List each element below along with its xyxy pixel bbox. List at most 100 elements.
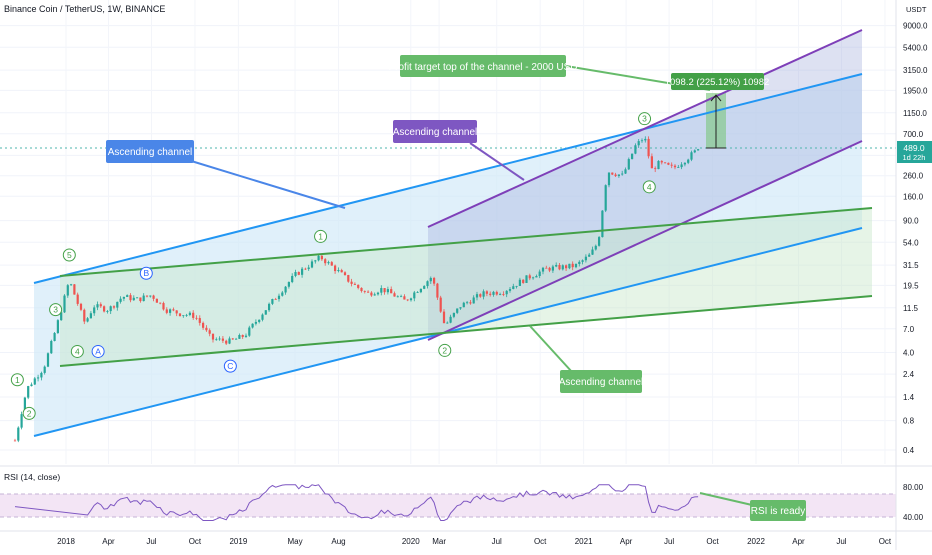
price-tick-label: 260.0 bbox=[903, 172, 924, 181]
candle-body bbox=[558, 264, 561, 270]
candle-body bbox=[475, 294, 479, 298]
candle-body bbox=[264, 310, 267, 315]
candle-body bbox=[525, 275, 528, 283]
measure-arrow-head bbox=[710, 94, 722, 102]
wave-label-text: A bbox=[95, 346, 101, 356]
candle-body bbox=[644, 138, 647, 141]
candle-body bbox=[238, 335, 241, 339]
candle-body bbox=[555, 264, 558, 267]
candle-body bbox=[687, 159, 690, 163]
candle-body bbox=[693, 150, 696, 153]
candle-body bbox=[597, 237, 601, 246]
wave-label-text: 4 bbox=[647, 182, 652, 192]
candle-body bbox=[512, 286, 515, 290]
wave-label-circle bbox=[22, 406, 36, 420]
green-channel-fill bbox=[60, 208, 872, 366]
candle-body bbox=[498, 294, 502, 295]
candle-body bbox=[96, 304, 99, 308]
candle-body bbox=[531, 277, 535, 279]
candle-body bbox=[442, 311, 446, 324]
time-axis[interactable]: 2018 Apr Jul Oct 2019 May Aug 2020 Mar Jul Oct 2021… bbox=[57, 537, 892, 546]
wave-label-text: 3 bbox=[53, 305, 58, 315]
candle-body bbox=[208, 330, 211, 334]
candle-body bbox=[314, 260, 317, 262]
candle-body bbox=[106, 311, 109, 312]
candle-body bbox=[284, 286, 287, 293]
candle-body bbox=[142, 295, 145, 302]
wave-label-text: 2 bbox=[442, 345, 447, 355]
candle-body bbox=[363, 291, 366, 292]
candle-body bbox=[409, 298, 413, 301]
measure-label-box bbox=[671, 73, 764, 90]
candle-body bbox=[353, 283, 356, 285]
time-tick-label: 2021 bbox=[575, 537, 593, 546]
candle-body bbox=[538, 271, 541, 276]
candle-body bbox=[182, 315, 185, 317]
wave-label-circle bbox=[49, 303, 63, 317]
candle-body bbox=[373, 294, 376, 296]
time-tick-label: Apr bbox=[792, 537, 805, 546]
candle-body bbox=[350, 281, 353, 284]
candle-body bbox=[23, 397, 26, 415]
price-tick-label: 0.8 bbox=[903, 417, 915, 426]
blue-callout-pointer bbox=[187, 159, 346, 209]
time-tick-label: Oct bbox=[879, 537, 892, 546]
candle-body bbox=[320, 255, 323, 260]
green-callout-pointer bbox=[529, 325, 573, 373]
candle-body bbox=[541, 267, 545, 272]
purple-channel-lower bbox=[427, 140, 863, 341]
candle-body bbox=[564, 265, 568, 269]
candle-body bbox=[36, 377, 40, 379]
candle-body bbox=[429, 277, 432, 282]
candle-body bbox=[145, 295, 149, 297]
candle-body bbox=[627, 159, 630, 170]
current-price-text: 489.0 bbox=[903, 143, 925, 153]
blue-callout-box bbox=[106, 140, 194, 163]
candle-body bbox=[522, 279, 525, 283]
price-tick-label: 11.5 bbox=[903, 304, 919, 313]
candle-body bbox=[459, 307, 462, 309]
candle-body bbox=[221, 338, 224, 341]
candle-body bbox=[630, 153, 634, 160]
candle-body bbox=[357, 284, 360, 288]
candle-body bbox=[291, 275, 294, 283]
candle-body bbox=[267, 303, 271, 311]
candle-body bbox=[152, 295, 155, 299]
candle-body bbox=[419, 288, 422, 293]
candle-body bbox=[149, 295, 152, 297]
purple-callout-box bbox=[393, 120, 477, 143]
wave-label-circle bbox=[62, 248, 76, 262]
candle-body bbox=[69, 284, 73, 286]
candle-body bbox=[640, 140, 644, 142]
price-tick-label: 0.4 bbox=[903, 446, 915, 455]
price-axis-unit: USDT bbox=[906, 5, 927, 14]
candle-body bbox=[383, 288, 386, 293]
candle-body bbox=[611, 172, 614, 175]
current-price-tag: 489.0 1d 22h bbox=[897, 141, 932, 163]
wave-labels: 1 2 3 4 5 A B C 1 2 3 4 bbox=[10, 112, 656, 420]
price-tick-label: 3150.0 bbox=[903, 66, 928, 75]
price-axis[interactable]: 9000.05400.03150.01950.01150.0700.0420.0… bbox=[903, 22, 928, 455]
candle-body bbox=[86, 318, 89, 322]
time-tick-label: Aug bbox=[331, 537, 345, 546]
candle-body bbox=[172, 309, 175, 311]
time-tick-label: 2020 bbox=[402, 537, 420, 546]
price-tick-label: 31.5 bbox=[903, 261, 919, 270]
candle-body bbox=[225, 340, 228, 344]
candle-body bbox=[548, 267, 551, 271]
price-tick-label: 1.4 bbox=[903, 393, 915, 402]
time-tick-label: Mar bbox=[432, 537, 446, 546]
countdown-text: 1d 22h bbox=[903, 153, 926, 162]
green-callout: Ascending channel bbox=[529, 325, 643, 393]
candle-body bbox=[581, 260, 584, 262]
candle-body bbox=[119, 298, 122, 302]
candle-body bbox=[528, 275, 531, 279]
candle-body bbox=[518, 279, 521, 286]
candle-body bbox=[578, 261, 581, 264]
wave-label-circle bbox=[91, 344, 105, 358]
candle-body bbox=[27, 386, 30, 398]
candle-body bbox=[449, 316, 452, 323]
candle-body bbox=[317, 255, 320, 261]
candle-body bbox=[17, 427, 20, 441]
